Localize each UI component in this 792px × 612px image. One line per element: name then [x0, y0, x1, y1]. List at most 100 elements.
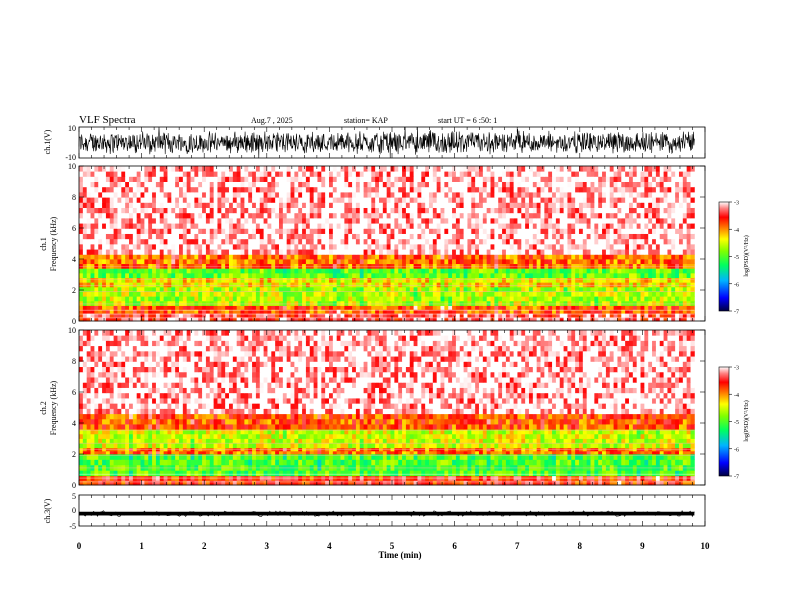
ch1-spectrogram-cell	[121, 191, 126, 198]
ch1-spectrogram-cell	[436, 186, 441, 193]
ch1-spectrogram-cell	[109, 171, 115, 177]
ch1-spectrogram-cell	[355, 277, 361, 283]
ch1-spectrogram-cell	[298, 238, 303, 245]
ch1-spectrogram-cell	[321, 243, 326, 250]
ch1-spectrogram-cell	[194, 186, 199, 193]
ch1-spectrogram-cell	[179, 243, 184, 250]
ch1-spectrogram-cell	[652, 249, 657, 255]
ch1-spectrogram-cell	[202, 268, 207, 274]
ch1-spectrogram-cell	[509, 191, 514, 198]
ch1-spectrogram-cell	[352, 259, 357, 265]
ch1-spectrogram-cell	[463, 202, 468, 208]
ch1-spectrogram-cell	[348, 191, 353, 198]
ch1-spectrogram-cell	[117, 171, 122, 177]
ch1-spectrogram-cell	[505, 263, 511, 269]
ch1-spectrogram-cell	[428, 291, 434, 297]
ch1-spectrogram-cell	[290, 202, 295, 208]
ch1-spectrogram-cell	[117, 212, 122, 219]
ch1-spectrogram-cell	[478, 181, 484, 188]
ch1-spectrogram-cell	[336, 263, 341, 269]
ch1-spectrogram-cell	[644, 286, 649, 292]
ch1-spectrogram-cell	[555, 282, 561, 288]
ch1-spectrogram-cell	[248, 291, 253, 297]
ch1-spectrogram-cell	[509, 296, 514, 302]
ch1-spectrogram-cell	[613, 207, 618, 214]
ch1-spectrogram-cell	[90, 171, 95, 177]
ch1-spectrogram-cell	[598, 233, 603, 240]
ch1-spectrogram-cell	[494, 238, 499, 245]
ch1-spectrogram-cell	[594, 228, 599, 234]
ch1-spectrogram-cell	[309, 254, 315, 260]
ch1-spectrogram-cell	[486, 186, 491, 193]
ch1-spectrogram-cell	[463, 277, 468, 283]
ch1-spectrogram-cell	[425, 317, 430, 322]
ch1-spectrogram-cell	[509, 309, 514, 314]
ch1-spectrogram-cell	[655, 277, 661, 283]
ch1-spectrogram-cell	[121, 282, 126, 288]
ch1-spectrogram-cell	[555, 238, 561, 245]
ch1-spectrogram-cell	[463, 176, 468, 182]
ch1-spectrogram-cell	[636, 263, 641, 269]
ch1-spectrogram-cell	[179, 296, 184, 302]
ch1-spectrogram-cell	[221, 263, 226, 269]
ch1-spectrogram-cell	[394, 313, 399, 318]
ch1-spectrogram-cell	[305, 291, 311, 297]
ch1-spectrogram-cell	[675, 282, 680, 288]
ch1-spectrogram-cell	[598, 181, 603, 188]
ch1-spectrogram-cell	[448, 249, 453, 255]
ch1-spectrogram-cell	[186, 233, 191, 240]
ch1-spectrogram-cell	[140, 313, 145, 318]
ch1-spectrogram-cell	[278, 277, 284, 283]
ch1-spectrogram-cell	[359, 186, 365, 193]
ch1-spectrogram-cell	[517, 212, 522, 219]
ch1-spectrogram-cell	[344, 243, 349, 250]
ch1-spectrogram-cell	[640, 305, 645, 310]
ch1-spectrogram-cell	[675, 243, 680, 250]
ch1-spectrogram-cell	[594, 309, 599, 314]
ch1-spectrogram-cell	[140, 207, 145, 214]
ch1-spectrogram-cell	[86, 212, 91, 219]
ch1-spectrogram-cell	[275, 202, 280, 208]
ch1-spectrogram-cell	[255, 300, 261, 306]
ch1-spectrogram-cell	[144, 317, 149, 322]
ch1-spectrogram-cell	[186, 272, 191, 278]
ch1-spectrogram-cell	[321, 238, 326, 245]
ch1-spectrogram-cell	[140, 268, 145, 274]
ch1-spectrogram-cell	[563, 291, 568, 297]
ch1-spectrogram-cell	[467, 223, 472, 229]
ch1-spectrogram-cell	[294, 268, 299, 274]
ch1-spectrogram-cell	[690, 263, 695, 269]
ch1-spectrogram-cell	[475, 212, 480, 219]
ch1-spectrogram-cell	[636, 212, 641, 219]
ch1-spectrogram-cell	[290, 317, 295, 322]
ch1-spectrogram-cell	[125, 263, 130, 269]
ch1-spectrogram-cell	[321, 176, 326, 182]
ch1-spectrogram-cell	[175, 202, 180, 208]
ch1-spectrogram-cell	[205, 233, 211, 240]
ch1-spectrogram-cell	[455, 291, 461, 297]
ch1-spectrogram-cell	[332, 282, 338, 288]
ch1-spectrogram-cell	[144, 233, 149, 240]
ch1-spectrogram-cell	[521, 305, 526, 310]
ch1-spectrogram-cell	[682, 296, 688, 302]
ch1-spectrogram-cell	[655, 223, 661, 229]
ch1-spectrogram-cell	[98, 268, 103, 274]
ch1-spectrogram-cell	[417, 282, 422, 288]
ch1-spectrogram-cell	[132, 228, 138, 234]
ch1-spectrogram-cell	[202, 207, 207, 214]
ch1-spectrogram-cell	[475, 202, 480, 208]
ch1-spectrogram-cell	[121, 263, 126, 269]
ch1-spectrogram-cell	[559, 259, 564, 265]
ch1-spectrogram-cell	[594, 202, 599, 208]
ch1-spectrogram-cell	[555, 197, 561, 203]
ch1-spectrogram-cell	[613, 313, 618, 318]
ch1-spectrogram-cell	[90, 202, 95, 208]
ch1-spectrogram-cell	[321, 228, 326, 234]
ch1-spectrogram-cell	[628, 249, 634, 255]
ch1-spectrogram-cell	[140, 259, 145, 265]
ch1-spectrogram-cell	[175, 217, 180, 224]
ch1-spectrogram-cell	[567, 272, 572, 278]
ch1-spectrogram-cell	[321, 282, 326, 288]
ch1-spectrogram-cell	[671, 202, 676, 208]
ch1-spectrogram-cell	[490, 233, 495, 240]
